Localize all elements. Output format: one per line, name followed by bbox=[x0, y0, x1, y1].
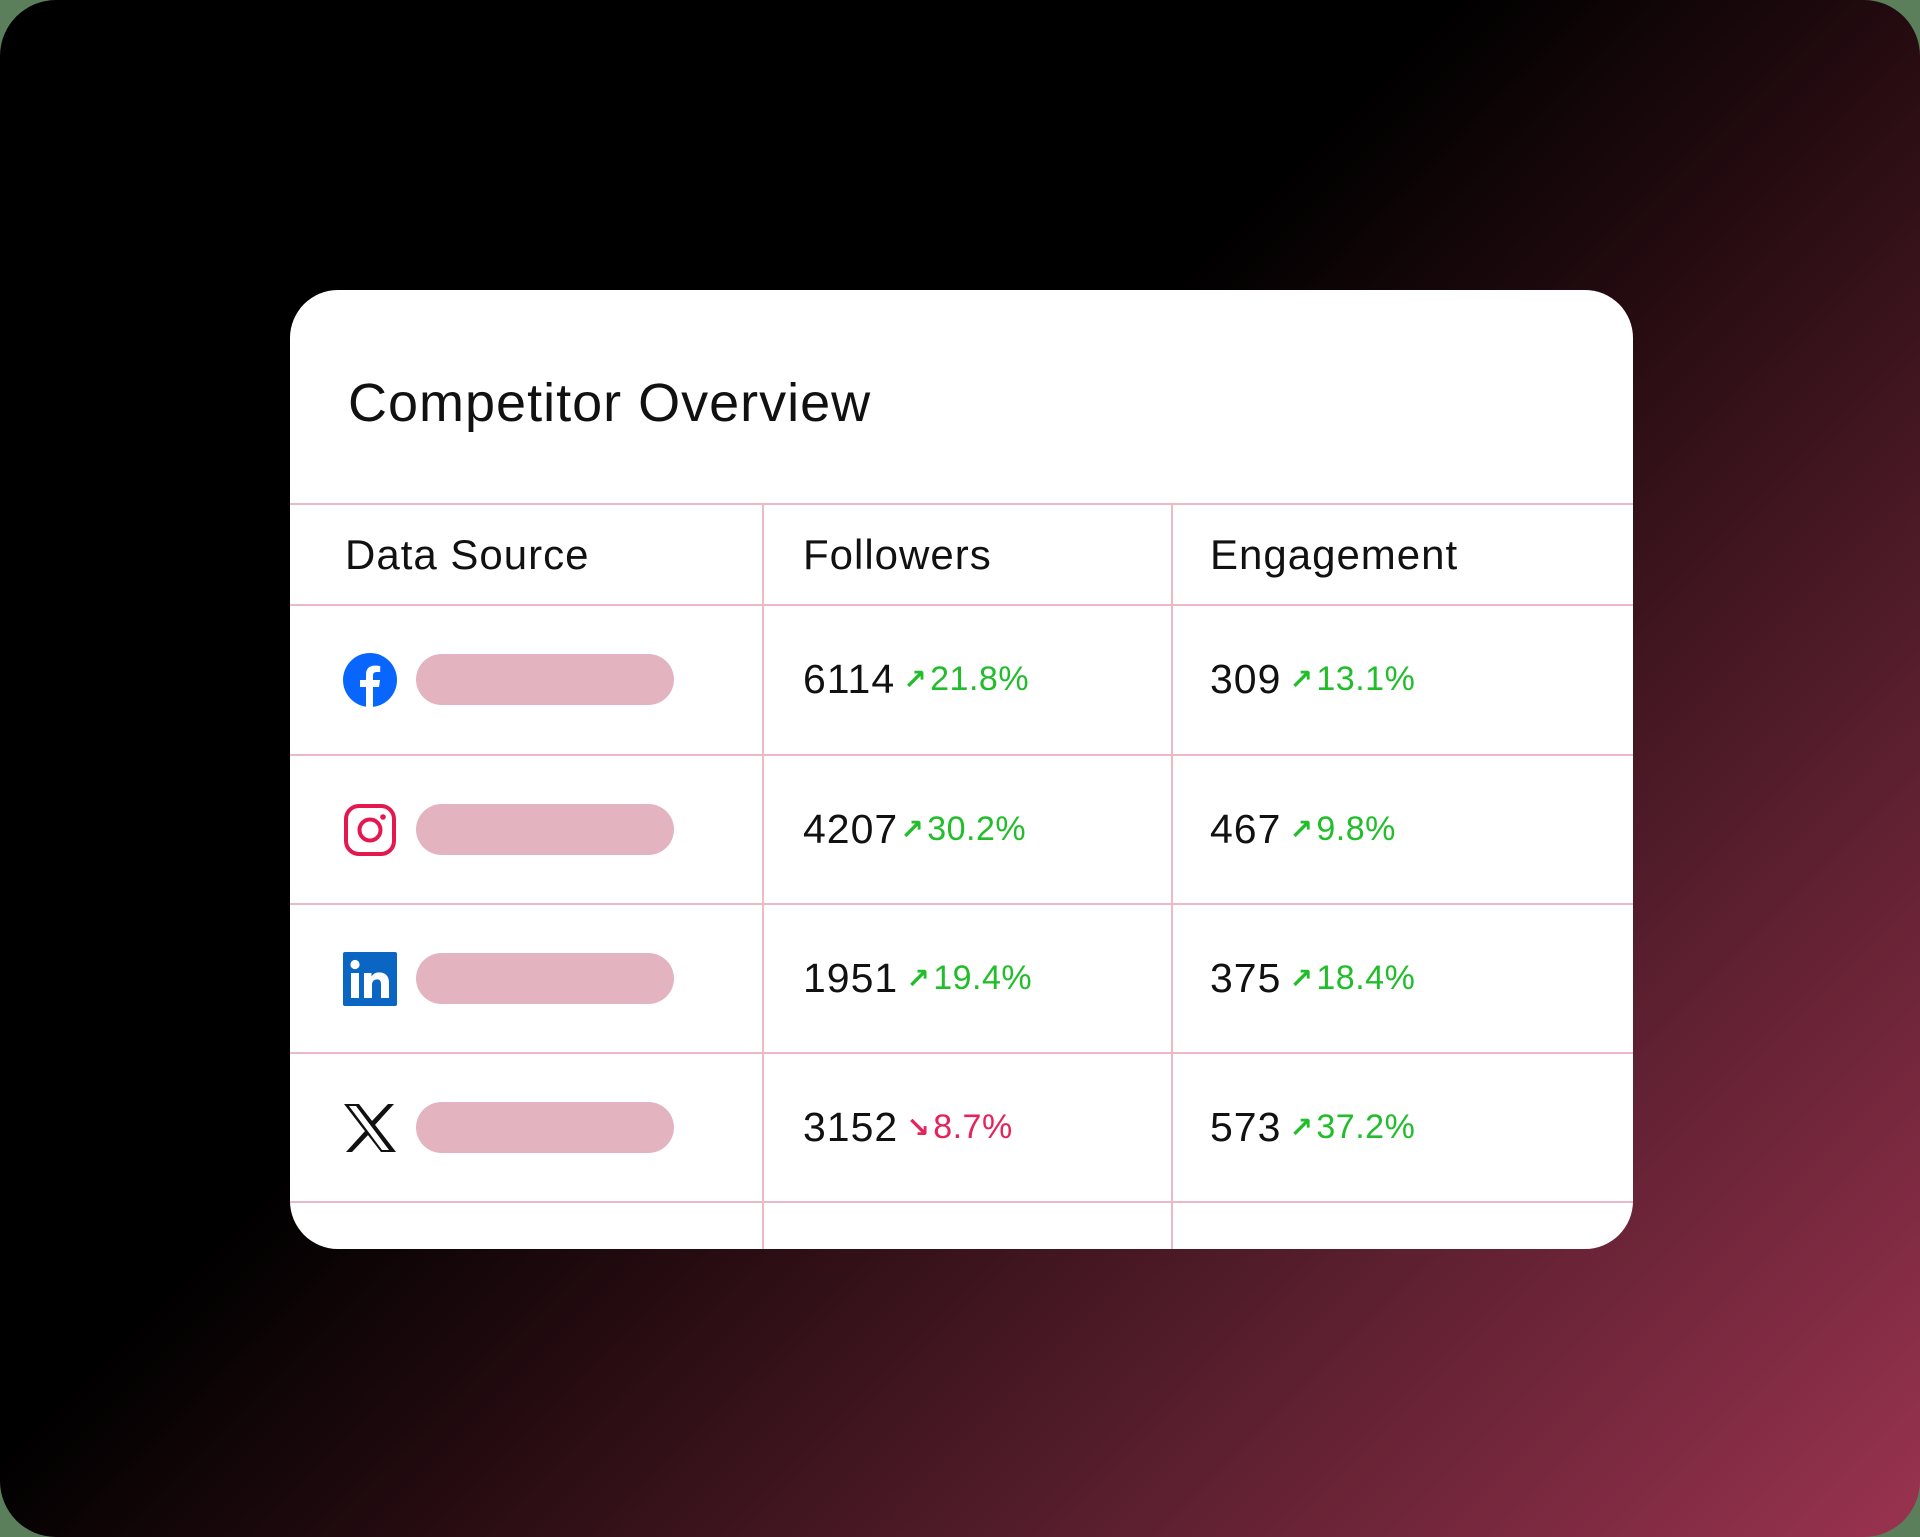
engagement-value: 375 bbox=[1210, 955, 1282, 1001]
grid-line bbox=[290, 754, 1633, 756]
trend-down-icon: ↘ bbox=[906, 1112, 931, 1143]
competitor-name-placeholder bbox=[416, 1102, 674, 1153]
column-header-engagement[interactable]: Engagement bbox=[1210, 530, 1459, 578]
engagement-change: ↗ 13.1% bbox=[1289, 660, 1416, 698]
table-row-partial bbox=[290, 1203, 1633, 1249]
facebook-icon bbox=[342, 652, 398, 708]
data-source-cell bbox=[342, 755, 674, 904]
followers-cell: 6114 ↗ 21.8% bbox=[803, 605, 1029, 754]
table-row[interactable]: 3152 ↘ 8.7% 573 ↗ 37.2% bbox=[290, 1053, 1633, 1202]
followers-cell: 1951 ↗ 19.4% bbox=[803, 904, 1032, 1053]
linkedin-icon bbox=[342, 951, 398, 1007]
engagement-value: 467 bbox=[1210, 806, 1282, 852]
grid-line bbox=[290, 604, 1633, 606]
followers-cell: 3152 ↘ 8.7% bbox=[803, 1053, 1013, 1202]
engagement-value: 573 bbox=[1210, 1104, 1282, 1150]
grid-line bbox=[1171, 504, 1173, 1249]
competitor-name-placeholder bbox=[416, 953, 674, 1004]
table-row[interactable]: 6114 ↗ 21.8% 309 ↗ 13.1% bbox=[290, 605, 1633, 754]
competitor-overview-card: Competitor Overview Data Source Follower… bbox=[290, 290, 1633, 1249]
trend-up-icon: ↗ bbox=[1289, 814, 1314, 845]
engagement-change: ↗ 18.4% bbox=[1289, 959, 1416, 997]
engagement-cell: 573 ↗ 37.2% bbox=[1210, 1053, 1415, 1202]
grid-line bbox=[290, 903, 1633, 905]
followers-cell: 4207 ↗ 30.2% bbox=[803, 755, 1026, 904]
competitor-name-placeholder bbox=[416, 804, 674, 855]
column-header-data-source[interactable]: Data Source bbox=[345, 530, 590, 578]
trend-up-icon: ↗ bbox=[1289, 664, 1314, 695]
engagement-change: ↗ 9.8% bbox=[1289, 810, 1396, 848]
followers-change: ↗ 19.4% bbox=[906, 959, 1033, 997]
engagement-value: 309 bbox=[1210, 656, 1282, 702]
data-source-cell bbox=[342, 1053, 674, 1202]
followers-value: 4207 bbox=[803, 806, 899, 852]
grid-line bbox=[290, 1052, 1633, 1054]
trend-up-icon: ↗ bbox=[903, 664, 928, 695]
competitor-name-placeholder bbox=[416, 654, 674, 705]
card-title: Competitor Overview bbox=[348, 373, 872, 433]
grid-line bbox=[762, 504, 764, 1249]
followers-change: ↗ 30.2% bbox=[900, 810, 1027, 848]
grid-line bbox=[290, 1201, 1633, 1203]
followers-value: 1951 bbox=[803, 955, 899, 1001]
data-source-cell bbox=[342, 605, 674, 754]
table-row[interactable]: 4207 ↗ 30.2% 467 ↗ 9.8% bbox=[290, 755, 1633, 904]
data-source-cell bbox=[342, 904, 674, 1053]
trend-up-icon: ↗ bbox=[1289, 1112, 1314, 1143]
column-header-followers[interactable]: Followers bbox=[803, 530, 992, 578]
grid-line bbox=[290, 503, 1633, 505]
trend-up-icon: ↗ bbox=[900, 814, 925, 845]
followers-change: ↘ 8.7% bbox=[906, 1108, 1013, 1146]
engagement-cell: 467 ↗ 9.8% bbox=[1210, 755, 1396, 904]
engagement-cell: 309 ↗ 13.1% bbox=[1210, 605, 1415, 754]
trend-up-icon: ↗ bbox=[906, 963, 931, 994]
engagement-cell: 375 ↗ 18.4% bbox=[1210, 904, 1415, 1053]
followers-value: 3152 bbox=[803, 1104, 899, 1150]
followers-value: 6114 bbox=[803, 656, 896, 702]
instagram-icon bbox=[342, 802, 398, 858]
x-icon bbox=[342, 1100, 398, 1156]
trend-up-icon: ↗ bbox=[1289, 963, 1314, 994]
followers-change: ↗ 21.8% bbox=[903, 660, 1030, 698]
engagement-change: ↗ 37.2% bbox=[1289, 1108, 1416, 1146]
table-row[interactable]: 1951 ↗ 19.4% 375 ↗ 18.4% bbox=[290, 904, 1633, 1053]
